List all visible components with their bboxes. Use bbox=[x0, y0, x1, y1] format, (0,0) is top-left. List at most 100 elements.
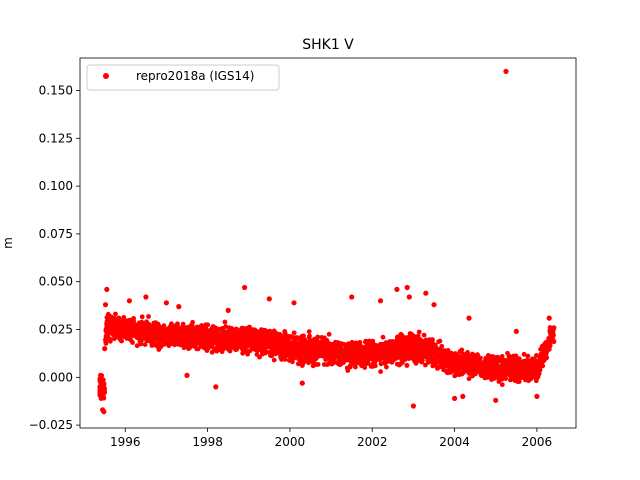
data-points bbox=[97, 68, 557, 415]
data-point bbox=[467, 365, 472, 371]
data-point bbox=[531, 356, 537, 362]
data-point bbox=[460, 363, 465, 368]
data-point bbox=[211, 331, 217, 337]
data-point bbox=[337, 353, 343, 359]
data-point bbox=[353, 354, 358, 360]
data-point bbox=[154, 336, 159, 342]
data-point bbox=[250, 327, 256, 333]
data-point bbox=[219, 340, 225, 345]
data-point bbox=[479, 367, 485, 373]
data-point bbox=[245, 351, 251, 357]
data-point bbox=[470, 358, 475, 364]
data-point bbox=[321, 362, 327, 367]
data-point bbox=[112, 336, 117, 342]
chart-title: SHK1 V bbox=[302, 37, 354, 53]
data-point bbox=[367, 355, 373, 360]
data-point-outlier bbox=[98, 372, 104, 378]
data-point-outlier bbox=[394, 286, 400, 292]
data-point bbox=[240, 343, 246, 348]
legend-label: repro2018a (IGS14) bbox=[136, 69, 254, 83]
data-point bbox=[378, 361, 384, 367]
data-point bbox=[104, 333, 110, 339]
data-point bbox=[274, 334, 280, 339]
data-point-outlier bbox=[349, 294, 355, 300]
data-point bbox=[141, 334, 146, 340]
data-point bbox=[283, 348, 289, 353]
data-point bbox=[487, 360, 493, 366]
data-point-outlier bbox=[546, 315, 552, 321]
data-point-outlier bbox=[184, 372, 190, 378]
data-point bbox=[220, 327, 226, 333]
data-point bbox=[508, 368, 513, 374]
data-point bbox=[382, 361, 388, 366]
data-point bbox=[189, 339, 195, 345]
data-point bbox=[430, 344, 435, 350]
data-point bbox=[267, 344, 273, 350]
data-point bbox=[226, 338, 232, 343]
data-point bbox=[152, 341, 157, 346]
data-point bbox=[239, 325, 245, 331]
data-point bbox=[308, 338, 314, 344]
data-point bbox=[238, 335, 244, 341]
data-point bbox=[138, 341, 144, 347]
data-point bbox=[280, 353, 285, 359]
data-point-outlier bbox=[102, 346, 108, 352]
data-point bbox=[158, 334, 164, 340]
data-point bbox=[192, 325, 198, 331]
data-point bbox=[324, 349, 329, 355]
data-point bbox=[421, 332, 427, 338]
data-point bbox=[510, 361, 515, 367]
data-point bbox=[302, 358, 308, 364]
data-point bbox=[349, 361, 355, 367]
data-point bbox=[312, 343, 318, 349]
data-point bbox=[101, 388, 107, 393]
data-point bbox=[215, 332, 221, 338]
data-point bbox=[299, 333, 305, 339]
data-point bbox=[294, 342, 300, 347]
y-tick-label: 0.000 bbox=[39, 370, 73, 384]
data-point bbox=[108, 321, 114, 327]
data-point bbox=[517, 360, 523, 365]
data-point bbox=[174, 338, 179, 344]
data-point bbox=[274, 348, 280, 353]
data-point bbox=[332, 348, 337, 354]
data-point bbox=[457, 354, 462, 360]
data-point bbox=[349, 339, 355, 345]
data-point bbox=[114, 324, 120, 330]
data-point bbox=[517, 364, 523, 370]
data-point bbox=[255, 343, 261, 349]
y-tick-label: 0.150 bbox=[39, 84, 73, 98]
data-point bbox=[151, 327, 157, 332]
data-point bbox=[433, 348, 439, 354]
data-point bbox=[360, 355, 366, 361]
data-point-outlier bbox=[163, 300, 169, 306]
data-point-outlier bbox=[460, 393, 466, 399]
data-point-outlier bbox=[404, 284, 410, 291]
x-tick-label: 2006 bbox=[522, 435, 553, 449]
data-point bbox=[550, 330, 556, 336]
y-tick-label: 0.075 bbox=[39, 227, 73, 241]
data-point-outlier bbox=[466, 315, 472, 321]
data-point bbox=[369, 347, 375, 353]
data-point bbox=[423, 362, 428, 368]
data-point bbox=[297, 353, 302, 358]
data-point bbox=[242, 332, 248, 337]
data-point bbox=[377, 351, 383, 357]
data-point bbox=[522, 361, 527, 367]
data-point bbox=[397, 348, 403, 354]
y-tick-label: 0.125 bbox=[39, 131, 73, 145]
data-point bbox=[193, 334, 199, 340]
data-point bbox=[344, 365, 350, 371]
data-point bbox=[105, 315, 110, 321]
data-point bbox=[357, 340, 363, 345]
data-point bbox=[146, 334, 152, 340]
data-point-outlier bbox=[213, 384, 219, 390]
data-point bbox=[157, 324, 163, 330]
data-point bbox=[97, 390, 103, 396]
data-point bbox=[550, 326, 555, 332]
data-point bbox=[177, 332, 183, 338]
data-point bbox=[270, 330, 276, 336]
legend-box bbox=[86, 64, 280, 91]
data-point-outlier bbox=[406, 294, 412, 300]
